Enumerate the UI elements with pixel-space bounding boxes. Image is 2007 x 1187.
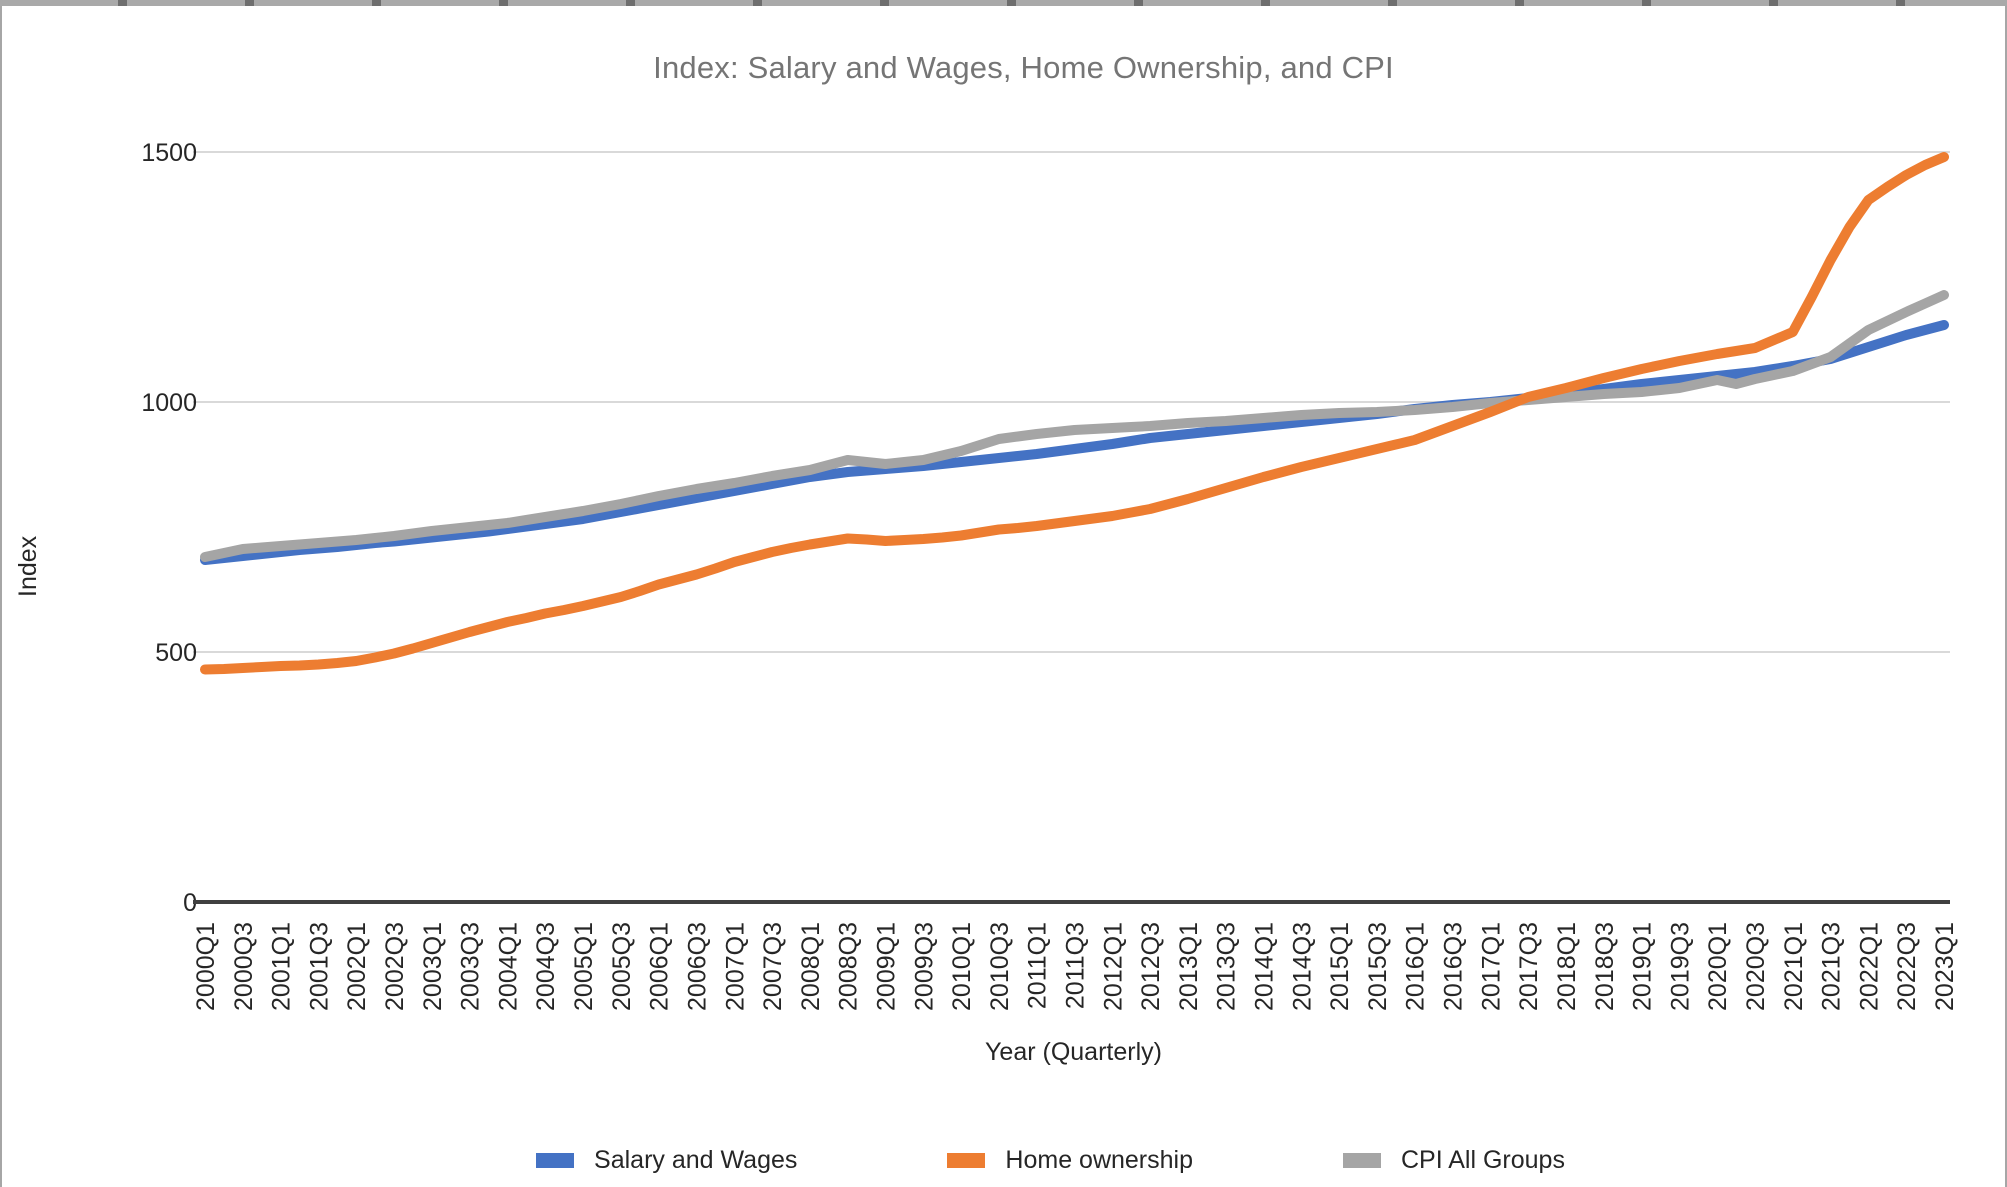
x-axis-title: Year (Quarterly) [985,1038,1162,1066]
x-tick-label-2015Q1: 2015Q1 [1326,922,1354,1011]
x-tick-label-2018Q1: 2018Q1 [1553,922,1581,1011]
spreadsheet-top-border [0,0,2007,6]
x-tick-label-2016Q1: 2016Q1 [1402,922,1430,1011]
series-line-salary-and-wages[interactable] [200,320,1949,565]
x-tick-label-2020Q1: 2020Q1 [1704,922,1732,1011]
x-tick-label-2001Q3: 2001Q3 [305,922,333,1011]
legend-label: Home ownership [1005,1145,1193,1174]
x-tick-label-2010Q3: 2010Q3 [986,922,1014,1011]
y-tick-label-0: 0 [183,889,197,917]
x-tick-label-2004Q3: 2004Q3 [532,922,560,1011]
x-tick-label-2013Q3: 2013Q3 [1213,922,1241,1011]
x-tick-label-2018Q3: 2018Q3 [1591,922,1619,1011]
x-tick-label-2008Q3: 2008Q3 [835,922,863,1011]
x-tick-label-2017Q1: 2017Q1 [1477,922,1505,1011]
x-tick-label-2022Q1: 2022Q1 [1855,922,1883,1011]
x-tick-label-2023Q1: 2023Q1 [1931,922,1959,1011]
x-tick-label-2014Q1: 2014Q1 [1251,922,1279,1011]
home-ownership-swatch-icon [947,1152,986,1168]
x-tick-label-2020Q3: 2020Q3 [1742,922,1770,1011]
x-tick-label-2012Q1: 2012Q1 [1099,922,1127,1011]
x-tick-label-2014Q3: 2014Q3 [1288,922,1316,1011]
x-tick-label-2007Q3: 2007Q3 [759,922,787,1011]
x-tick-label-2008Q1: 2008Q1 [797,922,825,1011]
x-tick-label-2005Q3: 2005Q3 [608,922,636,1011]
x-tick-label-2003Q3: 2003Q3 [457,922,485,1011]
x-tick-label-2011Q1: 2011Q1 [1024,922,1052,1009]
x-tick-label-2001Q1: 2001Q1 [268,922,296,1011]
x-tick-label-2012Q3: 2012Q3 [1137,922,1165,1011]
legend-item-cpi-all-groups[interactable]: CPI All Groups [1343,1146,1565,1175]
legend-item-salary-and-wages[interactable]: Salary and Wages [536,1146,797,1175]
x-tick-label-2019Q3: 2019Q3 [1666,922,1694,1011]
x-tick-label-2002Q3: 2002Q3 [381,922,409,1011]
legend-item-home-ownership[interactable]: Home ownership [947,1146,1193,1175]
x-tick-label-2009Q1: 2009Q1 [872,922,900,1011]
x-tick-label-2004Q1: 2004Q1 [494,922,522,1011]
x-tick-label-2017Q3: 2017Q3 [1515,922,1543,1011]
x-tick-label-2010Q1: 2010Q1 [948,922,976,1011]
x-tick-label-2000Q1: 2000Q1 [192,922,220,1011]
x-tick-label-2007Q1: 2007Q1 [721,922,749,1011]
x-tick-label-2011Q3: 2011Q3 [1062,922,1090,1009]
y-tick-label-1500: 1500 [141,139,197,167]
x-tick-label-2006Q3: 2006Q3 [683,922,711,1011]
legend: Salary and Wages Home ownership CPI All … [47,1140,2007,1180]
x-tick-label-2022Q3: 2022Q3 [1893,922,1921,1011]
y-tick-label-1000: 1000 [141,389,197,417]
x-tick-label-2021Q1: 2021Q1 [1780,922,1808,1011]
x-tick-label-2002Q1: 2002Q1 [343,922,371,1011]
x-tick-label-2003Q1: 2003Q1 [419,922,447,1011]
x-tick-label-2006Q1: 2006Q1 [646,922,674,1011]
legend-label: CPI All Groups [1401,1145,1565,1174]
cpi-all-groups-swatch-icon [1343,1152,1381,1168]
x-tick-label-2009Q3: 2009Q3 [910,922,938,1011]
x-tick-label-2005Q1: 2005Q1 [570,922,598,1011]
salary-and-wages-swatch-icon [536,1152,575,1168]
y-tick-label-500: 500 [155,639,197,667]
series-line-home-ownership[interactable] [200,152,1949,675]
series-line-cpi-all-groups[interactable] [200,290,1949,562]
x-tick-label-2000Q3: 2000Q3 [230,922,258,1011]
x-tick-label-2019Q1: 2019Q1 [1629,922,1657,1011]
chart-title: Index: Salary and Wages, Home Ownership,… [653,50,1394,85]
x-tick-label-2016Q3: 2016Q3 [1440,922,1468,1011]
x-tick-label-2021Q3: 2021Q3 [1818,922,1846,1011]
x-tick-label-2013Q1: 2013Q1 [1175,922,1203,1011]
x-tick-label-2015Q3: 2015Q3 [1364,922,1392,1011]
legend-label: Salary and Wages [594,1145,798,1174]
